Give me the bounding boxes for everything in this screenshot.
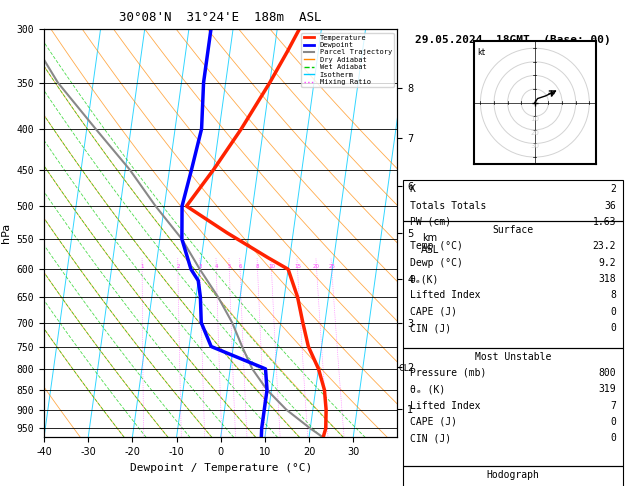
Y-axis label: km
ASL: km ASL (421, 233, 439, 255)
Text: CIN (J): CIN (J) (409, 323, 451, 333)
Text: 8: 8 (610, 291, 616, 300)
Text: Pressure (mb): Pressure (mb) (409, 368, 486, 378)
Y-axis label: hPa: hPa (1, 223, 11, 243)
Text: 318: 318 (599, 274, 616, 284)
Text: 7: 7 (610, 400, 616, 411)
Bar (403, 347, 623, 466)
Text: PW (cm): PW (cm) (409, 217, 451, 227)
Bar (403, 180, 623, 221)
Text: 2: 2 (610, 184, 616, 194)
Text: 5: 5 (228, 264, 231, 269)
Text: 1.63: 1.63 (593, 217, 616, 227)
Text: 0: 0 (610, 417, 616, 427)
Bar (403, 221, 623, 347)
Text: CAPE (J): CAPE (J) (409, 307, 457, 317)
Text: Lifted Index: Lifted Index (409, 291, 480, 300)
Text: CL: CL (399, 364, 409, 373)
Text: 319: 319 (599, 384, 616, 394)
Text: Lifted Index: Lifted Index (409, 400, 480, 411)
Text: 800: 800 (599, 368, 616, 378)
Text: CIN (J): CIN (J) (409, 434, 451, 443)
Text: 0: 0 (610, 434, 616, 443)
Text: 15: 15 (294, 264, 301, 269)
Text: 1: 1 (140, 264, 144, 269)
Text: 4: 4 (214, 264, 218, 269)
Text: θₑ (K): θₑ (K) (409, 384, 445, 394)
Text: 23.2: 23.2 (593, 242, 616, 251)
X-axis label: Dewpoint / Temperature (°C): Dewpoint / Temperature (°C) (130, 463, 312, 473)
Text: 25: 25 (328, 264, 335, 269)
Text: K: K (409, 184, 416, 194)
Text: 9.2: 9.2 (599, 258, 616, 268)
Text: Surface: Surface (493, 225, 533, 235)
Text: 6: 6 (238, 264, 242, 269)
Text: Temp (°C): Temp (°C) (409, 242, 462, 251)
Text: 10: 10 (268, 264, 275, 269)
Text: 2: 2 (176, 264, 180, 269)
Title: 30°08'N  31°24'E  188m  ASL: 30°08'N 31°24'E 188m ASL (120, 11, 322, 24)
Text: Totals Totals: Totals Totals (409, 201, 486, 210)
Text: 36: 36 (604, 201, 616, 210)
Bar (403, 466, 623, 486)
Text: CAPE (J): CAPE (J) (409, 417, 457, 427)
Text: 8: 8 (256, 264, 259, 269)
Text: Hodograph: Hodograph (486, 470, 539, 480)
Text: Most Unstable: Most Unstable (475, 352, 551, 362)
Legend: Temperature, Dewpoint, Parcel Trajectory, Dry Adiabat, Wet Adiabat, Isotherm, Mi: Temperature, Dewpoint, Parcel Trajectory… (301, 33, 394, 87)
Text: 0: 0 (610, 323, 616, 333)
Text: 3: 3 (198, 264, 202, 269)
Text: Dewp (°C): Dewp (°C) (409, 258, 462, 268)
Text: 0: 0 (610, 307, 616, 317)
Text: 29.05.2024  18GMT  (Base: 00): 29.05.2024 18GMT (Base: 00) (415, 35, 611, 45)
Text: 20: 20 (313, 264, 320, 269)
Text: θₑ(K): θₑ(K) (409, 274, 439, 284)
